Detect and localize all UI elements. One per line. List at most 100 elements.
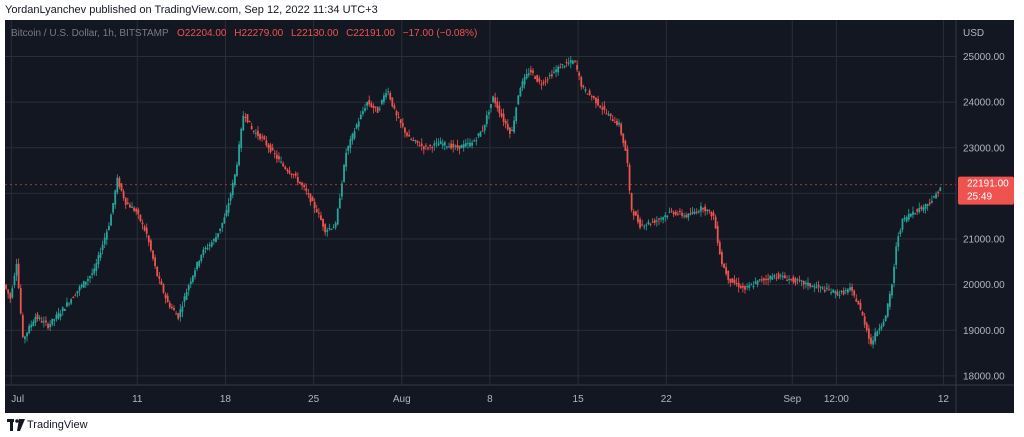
attribution-bar: YordanLyanchev published on TradingView.… (0, 0, 1024, 20)
candle-body (813, 285, 816, 288)
candle-body (366, 101, 369, 106)
chart-panel[interactable]: 25000.0024000.0023000.0022000.0021000.00… (5, 20, 1014, 413)
candle-body (519, 88, 522, 97)
candle-body (496, 101, 499, 109)
last-price-tag: 22191.00 25:49 (958, 176, 1014, 205)
candle-body (815, 286, 818, 289)
candle-body (471, 142, 474, 146)
candle-body (450, 143, 453, 149)
candle-body (597, 98, 599, 106)
candle-body (697, 211, 700, 213)
candle-body (200, 254, 203, 262)
candle-body (529, 69, 532, 73)
candle-body (288, 170, 291, 174)
candle-body (408, 134, 411, 137)
candle-body (187, 285, 190, 291)
candle-body (632, 211, 635, 216)
candle-body (236, 164, 238, 176)
candle-body (320, 215, 322, 220)
candle-body (364, 108, 366, 111)
candle-body (903, 217, 906, 220)
candle-body (914, 213, 916, 215)
candle-body (389, 92, 392, 100)
candle-body (330, 229, 333, 231)
candle-body (653, 220, 656, 223)
candle-body (351, 133, 354, 141)
candle-body (737, 282, 740, 288)
candle-body (91, 273, 94, 275)
candle-body (431, 146, 434, 149)
candle-body (926, 204, 929, 206)
candlestick-chart[interactable]: 25000.0024000.0023000.0022000.0021000.00… (5, 20, 1014, 413)
candle-body (357, 121, 360, 127)
candle-body (74, 295, 77, 297)
candle-body (513, 120, 515, 133)
candle-body (886, 303, 889, 317)
candle-body (296, 177, 299, 183)
candle-body (336, 208, 339, 225)
candle-body (637, 214, 639, 223)
candle-body (269, 144, 272, 153)
candle-body (918, 207, 921, 213)
candle-body (567, 62, 570, 64)
candle-body (893, 266, 895, 284)
candle-body (13, 275, 16, 286)
candle-body (76, 290, 79, 294)
candle-body (565, 62, 568, 64)
candle-body (859, 302, 862, 310)
candle-body (792, 277, 795, 282)
candle-body (55, 314, 58, 320)
candle-body (607, 114, 610, 116)
candle-body (536, 75, 539, 82)
candle-body (47, 323, 49, 329)
candle-body (811, 286, 814, 288)
candle-body (668, 211, 671, 213)
candle-body (233, 174, 236, 186)
candle-body (68, 303, 70, 305)
candle-body (309, 193, 312, 203)
candle-body (162, 284, 165, 293)
candle-body (345, 152, 348, 167)
candle-body (452, 143, 455, 148)
candle-body (909, 213, 912, 217)
candle-body (24, 336, 26, 340)
candle-body (460, 144, 463, 149)
candle-body (750, 284, 753, 286)
ohlc-open: O22204.00 (177, 28, 227, 39)
candle-body (769, 275, 772, 280)
candle-body (517, 95, 520, 105)
x-tick-label: Sep (783, 394, 801, 405)
candle-body (555, 69, 557, 73)
candle-body (380, 99, 383, 104)
candle-body (290, 173, 293, 175)
candle-body (739, 286, 742, 289)
candle-body (771, 276, 774, 280)
candle-body (40, 320, 43, 323)
candle-body (221, 222, 224, 228)
candle-body (179, 309, 182, 317)
candle-body (846, 289, 849, 293)
candle-body (475, 140, 478, 142)
candle-body (616, 120, 618, 125)
candle-body (775, 277, 778, 279)
candle-body (487, 112, 490, 115)
candle-body (152, 250, 154, 259)
candle-body (670, 210, 673, 212)
candle-body (825, 287, 828, 289)
candle-body (641, 224, 644, 226)
candle-body (721, 252, 723, 265)
candle-body (712, 212, 715, 216)
candle-body (263, 136, 266, 140)
candle-body (19, 288, 22, 314)
candle-body (63, 308, 66, 311)
candle-body (506, 124, 509, 130)
candle-body (508, 127, 511, 134)
candle-body (920, 206, 923, 209)
candle-body (84, 281, 87, 285)
candle-body (147, 235, 150, 243)
candle-body (30, 324, 33, 328)
candle-body (821, 287, 824, 289)
candle-body (569, 60, 572, 63)
candle-body (500, 113, 503, 117)
candle-body (122, 191, 125, 199)
